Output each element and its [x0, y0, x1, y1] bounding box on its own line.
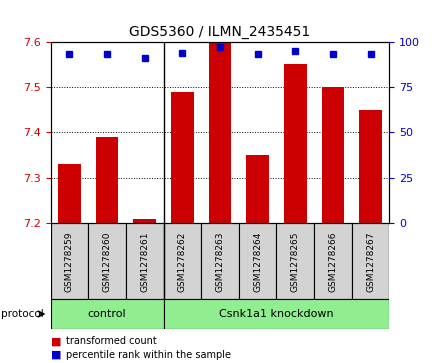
Bar: [51, 299, 164, 329]
Bar: [322, 87, 344, 223]
Bar: [359, 110, 382, 223]
Bar: [201, 223, 239, 299]
Bar: [58, 164, 81, 223]
Text: GSM1278265: GSM1278265: [291, 231, 300, 291]
Bar: [284, 64, 307, 223]
Text: GSM1278264: GSM1278264: [253, 231, 262, 291]
Text: GSM1278259: GSM1278259: [65, 231, 74, 291]
Bar: [246, 155, 269, 223]
Bar: [88, 223, 126, 299]
Text: GSM1278266: GSM1278266: [328, 231, 337, 291]
Bar: [352, 223, 389, 299]
Text: GSM1278260: GSM1278260: [103, 231, 112, 291]
Text: GSM1278262: GSM1278262: [178, 231, 187, 291]
Bar: [239, 223, 276, 299]
Bar: [51, 223, 88, 299]
Text: transformed count: transformed count: [66, 336, 157, 346]
Text: GSM1278267: GSM1278267: [366, 231, 375, 291]
Bar: [171, 91, 194, 223]
Text: percentile rank within the sample: percentile rank within the sample: [66, 350, 231, 360]
Text: ■: ■: [51, 350, 61, 360]
Bar: [133, 219, 156, 223]
Bar: [164, 299, 389, 329]
Text: GSM1278261: GSM1278261: [140, 231, 149, 291]
Bar: [96, 137, 118, 223]
Text: control: control: [88, 309, 126, 319]
Bar: [276, 223, 314, 299]
Bar: [164, 223, 201, 299]
Text: GSM1278263: GSM1278263: [216, 231, 224, 291]
Bar: [126, 223, 164, 299]
Bar: [209, 42, 231, 223]
Text: ■: ■: [51, 336, 61, 346]
Text: protocol: protocol: [1, 309, 44, 319]
Title: GDS5360 / ILMN_2435451: GDS5360 / ILMN_2435451: [129, 25, 311, 39]
Text: Csnk1a1 knockdown: Csnk1a1 knockdown: [219, 309, 334, 319]
Bar: [314, 223, 352, 299]
